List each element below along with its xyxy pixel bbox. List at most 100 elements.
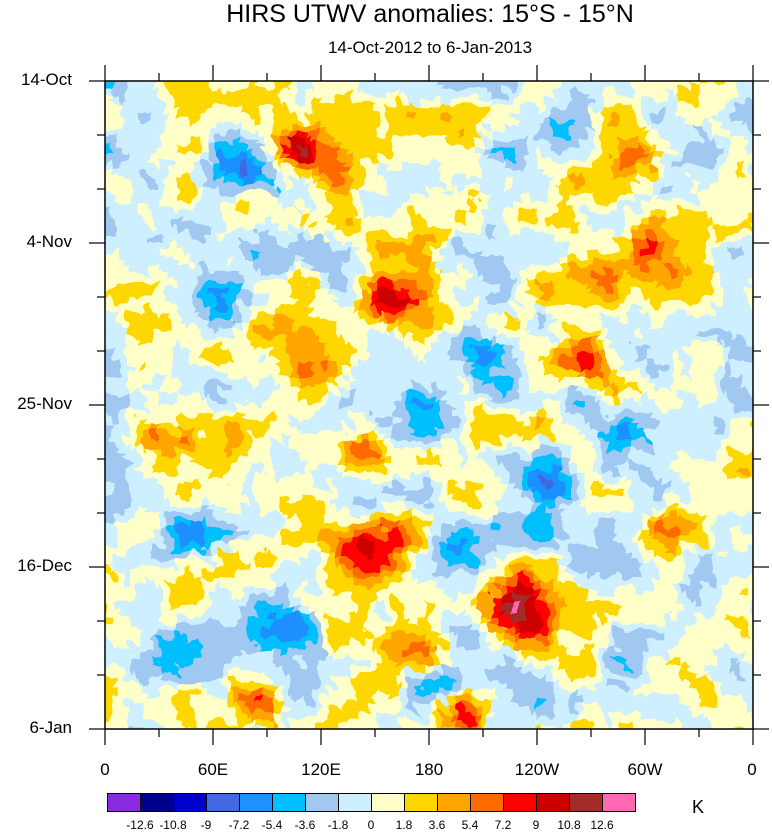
field-cell [89, 225, 98, 234]
field-cell [721, 169, 730, 178]
field-cell [145, 513, 154, 522]
field-cell [401, 513, 410, 522]
field-cell [657, 393, 666, 402]
field-cell [185, 385, 194, 394]
field-cell [513, 417, 522, 426]
field-cell [577, 281, 586, 290]
field-cell [393, 217, 402, 226]
field-cell [177, 481, 186, 490]
field-cell [497, 321, 506, 330]
field-cell [401, 185, 410, 194]
field-cell [665, 409, 674, 418]
field-cell [729, 105, 738, 114]
field-cell [593, 417, 602, 426]
field-cell [361, 433, 370, 442]
field-cell [449, 249, 458, 258]
field-cell [145, 281, 154, 290]
field-cell [585, 409, 594, 418]
field-cell [273, 257, 282, 266]
field-cell [529, 513, 538, 522]
field-cell [217, 257, 226, 266]
field-cell [217, 513, 226, 522]
field-cell [153, 361, 162, 370]
field-cell [561, 321, 570, 330]
field-cell [441, 169, 450, 178]
field-cell [305, 81, 314, 90]
field-cell [441, 65, 450, 74]
field-cell [105, 113, 114, 122]
field-cell [289, 425, 298, 434]
field-cell [657, 233, 666, 242]
field-cell [257, 113, 266, 122]
field-cell [217, 121, 226, 130]
field-cell [489, 313, 498, 322]
field-cell [473, 233, 482, 242]
field-cell [329, 369, 338, 378]
field-cell [729, 513, 738, 522]
field-cell [401, 449, 410, 458]
field-cell [185, 505, 194, 514]
field-cell [745, 193, 753, 202]
field-cell [465, 457, 474, 466]
field-cell [225, 201, 234, 210]
field-cell [569, 385, 578, 394]
field-cell [217, 393, 226, 402]
field-cell [553, 305, 562, 314]
field-cell [433, 145, 442, 154]
field-cell [137, 369, 146, 378]
field-cell [201, 105, 210, 114]
field-cell [745, 65, 754, 74]
field-cell [201, 273, 210, 282]
field-cell [185, 457, 194, 466]
field-cell [625, 313, 634, 322]
field-cell [129, 257, 138, 266]
field-cell [489, 129, 498, 138]
field-cell [465, 145, 474, 154]
field-cell [401, 433, 410, 442]
field-cell [217, 361, 226, 370]
field-cell [425, 321, 434, 330]
field-cell [353, 449, 362, 458]
field-cell [729, 217, 738, 226]
field-cell [617, 449, 626, 458]
field-cell [361, 369, 370, 378]
field-cell [745, 81, 753, 90]
field-cell [297, 217, 306, 226]
field-cell [489, 457, 498, 466]
field-cell [721, 161, 730, 170]
field-cell [585, 65, 594, 74]
field-cell [249, 353, 258, 362]
field-cell [185, 353, 194, 362]
field-cell [705, 273, 714, 282]
field-cell [761, 329, 770, 338]
field-cell [465, 257, 474, 266]
field-cell [409, 353, 418, 362]
field-cell [401, 497, 410, 506]
field-cell [545, 241, 554, 250]
field-cell [225, 393, 234, 402]
field-cell [433, 321, 442, 330]
field-cell [729, 129, 738, 138]
field-cell [201, 241, 210, 250]
field-cell [673, 233, 682, 242]
field-cell [601, 385, 610, 394]
field-cell [465, 521, 474, 530]
field-cell [465, 249, 474, 258]
field-cell [465, 177, 474, 186]
field-cell [305, 257, 314, 266]
field-cell [665, 329, 674, 338]
field-cell [257, 529, 266, 538]
field-cell [665, 129, 674, 138]
field-cell [617, 145, 626, 154]
field-cell [593, 321, 602, 330]
field-cell [129, 241, 138, 250]
field-cell [721, 513, 730, 522]
field-cell [193, 505, 202, 514]
field-cell [249, 521, 258, 530]
field-cell [537, 193, 546, 202]
field-cell [417, 65, 426, 74]
field-cell [761, 193, 770, 202]
field-cell [185, 369, 194, 378]
field-cell [233, 417, 242, 426]
field-cell [385, 257, 394, 266]
